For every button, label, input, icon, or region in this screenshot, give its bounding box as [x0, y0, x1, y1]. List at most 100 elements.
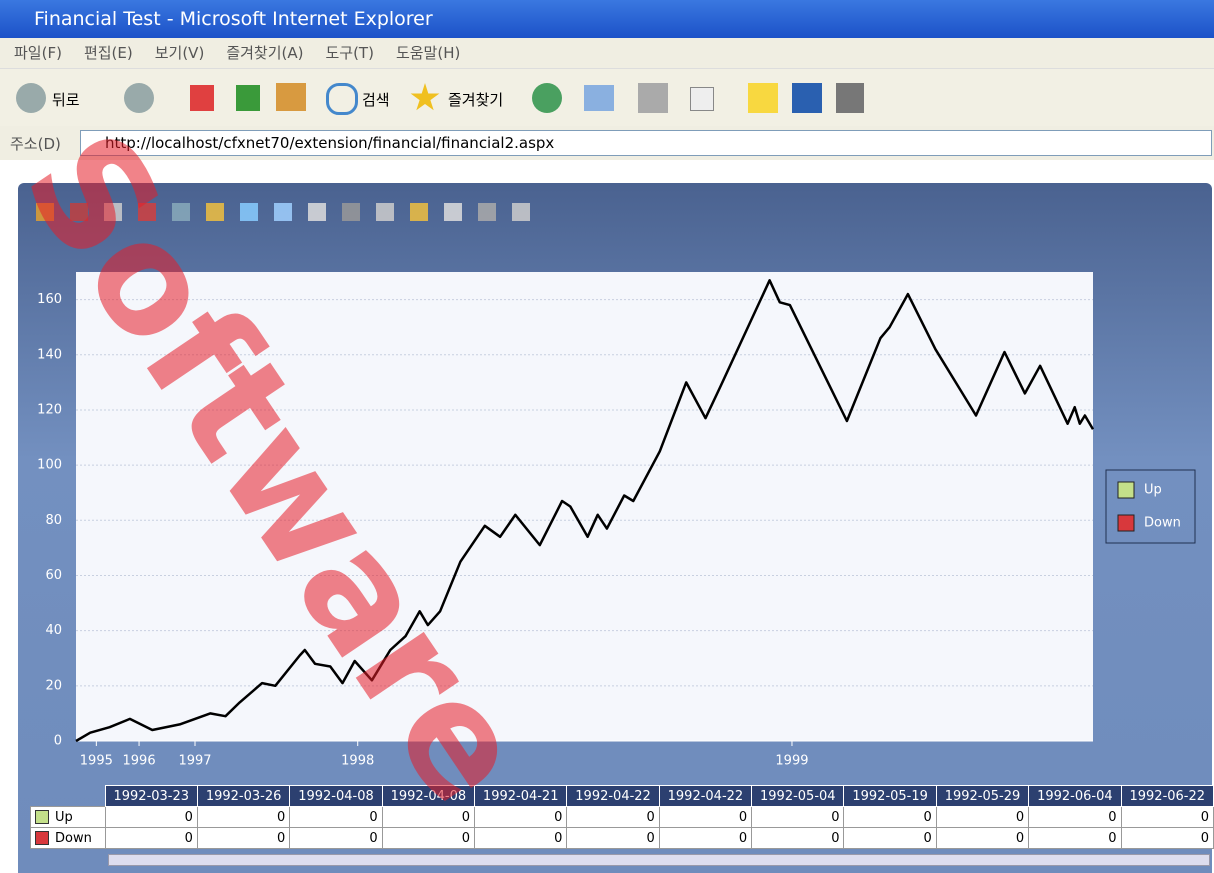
cell: 0	[566, 806, 660, 828]
chart-tool-icon[interactable]	[206, 203, 224, 221]
toolbar: 뒤로 검색 즐겨찾기	[0, 68, 1214, 127]
chart-tool-icon[interactable]	[308, 203, 326, 221]
y-tick-label: 20	[45, 678, 62, 693]
mail-icon[interactable]	[584, 85, 614, 111]
messenger-icon[interactable]	[792, 83, 822, 113]
menu-item[interactable]: 보기(V)	[154, 44, 205, 62]
cell: 0	[289, 827, 383, 849]
menu-item[interactable]: 편집(E)	[83, 44, 133, 62]
column-header: 1992-03-26	[196, 785, 291, 807]
chart-tool-icon[interactable]	[478, 203, 496, 221]
back-icon[interactable]	[16, 83, 46, 113]
cell: 0	[1120, 827, 1214, 849]
menu-item[interactable]: 파일(F)	[14, 44, 62, 62]
note-icon[interactable]	[748, 83, 778, 113]
cell: 0	[658, 806, 753, 828]
cell: 0	[381, 827, 476, 849]
chart-tool-icon[interactable]	[444, 203, 462, 221]
column-header: 1992-04-08	[381, 785, 476, 807]
column-header: 1992-04-22	[658, 785, 753, 807]
cell: 0	[196, 806, 291, 828]
legend-swatch	[1117, 481, 1135, 499]
refresh-icon[interactable]	[236, 85, 260, 111]
chart-tool-icon[interactable]	[138, 203, 156, 221]
edit-icon[interactable]	[690, 87, 714, 111]
cell: 0	[935, 806, 1030, 828]
cell: 0	[935, 827, 1030, 849]
chart-tool-icon[interactable]	[36, 203, 54, 221]
menu-item[interactable]: 도움말(H)	[395, 44, 461, 62]
y-tick-label: 80	[45, 513, 62, 528]
stop-icon[interactable]	[190, 85, 214, 111]
column-header: 1992-04-21	[474, 785, 568, 807]
column-header: 1992-04-08	[289, 785, 383, 807]
x-tick-label: 1999	[775, 754, 808, 769]
price-line	[75, 279, 1095, 743]
cell: 0	[1028, 806, 1122, 828]
menu-item[interactable]: 도구(T)	[325, 44, 374, 62]
y-tick-label: 0	[54, 734, 62, 749]
column-header: 1992-05-19	[843, 785, 937, 807]
cell: 0	[751, 827, 845, 849]
legend-label: Down	[1144, 516, 1181, 531]
cell: 0	[289, 806, 383, 828]
back-label[interactable]: 뒤로	[52, 91, 80, 109]
cell: 0	[843, 827, 937, 849]
y-tick-label: 40	[45, 623, 62, 638]
search-icon[interactable]	[326, 83, 358, 115]
row-name: Down	[55, 830, 92, 846]
window-title: Financial Test - Microsoft Internet Expl…	[34, 8, 433, 30]
favorites-label[interactable]: 즐겨찾기	[448, 91, 504, 109]
x-tick-label: 1996	[123, 754, 156, 769]
data-table: 1992-03-23 1992-03-26 1992-04-08 1992-04-08…	[30, 785, 1214, 849]
chart-tool-icon[interactable]	[376, 203, 394, 221]
chart-tool-icon[interactable]	[70, 203, 88, 221]
chart-tool-icon[interactable]	[274, 203, 292, 221]
row-header: Up	[30, 806, 106, 828]
row-swatch	[35, 831, 49, 845]
menu-item[interactable]: 즐겨찾기(A)	[226, 44, 304, 62]
plot-area	[76, 272, 1093, 741]
chart-tool-icon[interactable]	[342, 203, 360, 221]
forward-icon[interactable]	[124, 83, 154, 113]
cell: 0	[474, 806, 568, 828]
chart-tool-icon[interactable]	[512, 203, 530, 221]
legend-box	[1105, 469, 1196, 544]
column-header: 1992-06-22	[1120, 785, 1214, 807]
chart-tool-icon[interactable]	[410, 203, 428, 221]
search-label[interactable]: 검색	[362, 91, 390, 109]
title-bar: Financial Test - Microsoft Internet Expl…	[0, 0, 1214, 38]
column-header: 1992-06-04	[1028, 785, 1122, 807]
chart-tool-icon[interactable]	[104, 203, 122, 221]
research-icon[interactable]	[836, 83, 864, 113]
cell: 0	[104, 806, 198, 828]
cell: 0	[474, 827, 568, 849]
cell: 0	[843, 806, 937, 828]
scrollbar[interactable]	[108, 854, 1210, 866]
x-tick-label: 1995	[80, 754, 113, 769]
home-icon[interactable]	[276, 83, 306, 111]
address-label: 주소(D)	[10, 135, 61, 153]
print-icon[interactable]	[638, 83, 668, 113]
row-name: Up	[55, 809, 73, 825]
table-header-row: 1992-03-23 1992-03-26 1992-04-08 1992-04-08…	[31, 785, 1214, 807]
cell: 0	[658, 827, 753, 849]
legend-label: Up	[1144, 483, 1162, 498]
column-header: 1992-03-23	[104, 785, 198, 807]
chart-tool-icon[interactable]	[240, 203, 258, 221]
y-tick-label: 160	[37, 292, 62, 307]
table-row: Up 0 0 0 0 0 0 0 0 0 0 0 0	[30, 806, 1214, 828]
url: http://localhost/cfxnet70/extension/fina…	[105, 134, 555, 152]
history-icon[interactable]	[532, 83, 562, 113]
chart-tool-icon[interactable]	[172, 203, 190, 221]
column-header: 1992-04-22	[566, 785, 660, 807]
column-header: 1992-05-29	[935, 785, 1030, 807]
y-tick-label: 120	[37, 402, 62, 417]
cell: 0	[104, 827, 198, 849]
cell: 0	[381, 806, 476, 828]
address-input[interactable]: http://localhost/cfxnet70/extension/fina…	[80, 130, 1212, 156]
cell: 0	[1120, 806, 1214, 828]
y-tick-label: 140	[37, 347, 62, 362]
